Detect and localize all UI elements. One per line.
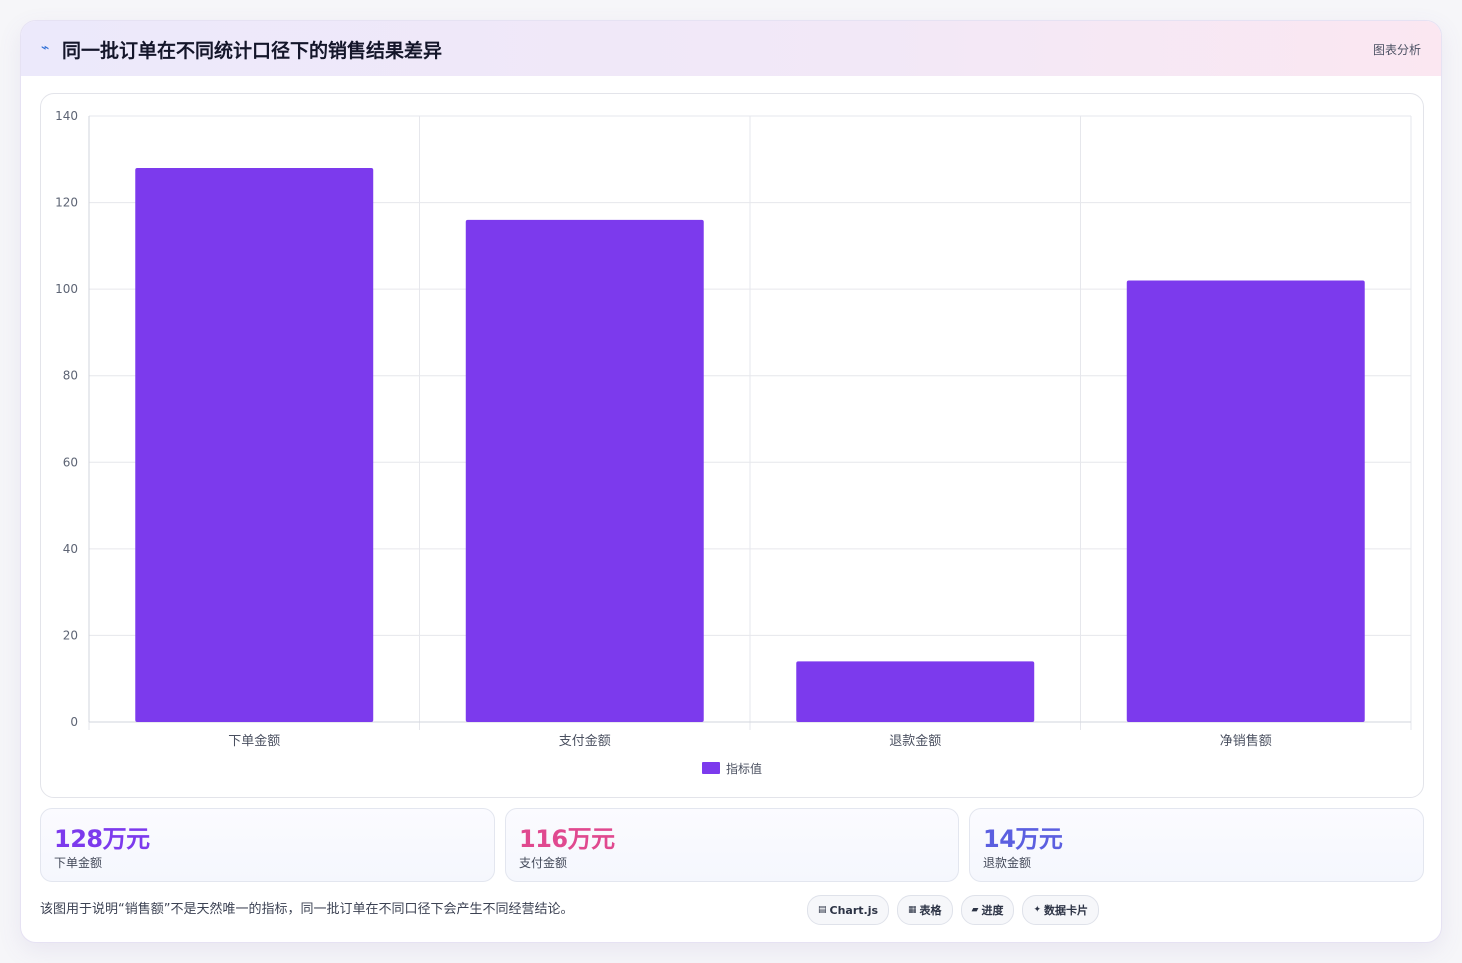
progress-icon: ▰ xyxy=(971,905,979,915)
bar-2 xyxy=(796,661,1035,722)
table-icon: ▦ xyxy=(908,905,917,915)
y-tick-label: 40 xyxy=(63,542,78,556)
bar-3 xyxy=(1126,280,1365,722)
chart-icon: ▤ xyxy=(818,905,827,915)
stat-label: 退款金额 xyxy=(983,856,1032,870)
bar-0 xyxy=(135,167,374,722)
pill-label: 数据卡片 xyxy=(1044,904,1089,917)
stat-value: 14万元 xyxy=(983,825,1063,853)
y-tick-label: 20 xyxy=(63,628,78,642)
y-tick-label: 100 xyxy=(55,282,78,296)
stat-value: 116万元 xyxy=(519,825,615,853)
stat-label: 下单金额 xyxy=(54,856,103,870)
y-tick-label: 140 xyxy=(55,109,78,123)
pill-label: 进度 xyxy=(981,904,1004,917)
x-tick-label: 净销售额 xyxy=(1220,733,1272,749)
chart-description: 该图用于说明“销售额”不是天然唯一的指标，同一批订单在不同口径下会产生不同经营结… xyxy=(40,902,574,917)
page-title: 同一批订单在不同统计口径下的销售结果差异 xyxy=(62,40,443,62)
legend-label: 指标值 xyxy=(726,761,762,776)
legend-swatch xyxy=(702,762,720,774)
pill-table[interactable]: ▦ 表格 xyxy=(897,895,953,925)
chart-line-icon: ⌁ xyxy=(41,40,50,56)
x-tick-label: 退款金额 xyxy=(889,733,941,749)
card-header: ⌁ 同一批订单在不同统计口径下的销售结果差异 图表分析 xyxy=(21,21,1441,76)
y-tick-label: 60 xyxy=(63,455,78,469)
y-tick-label: 120 xyxy=(55,196,78,210)
stat-card-order-amount: 128万元 下单金额 xyxy=(40,808,495,882)
sparkle-icon: ✦ xyxy=(1033,905,1042,915)
tech-tags: ▤ Chart.js ▦ 表格 ▰ 进度 ✦ 数据卡片 xyxy=(807,895,1100,925)
x-tick-label: 支付金额 xyxy=(559,733,611,749)
chart-card: ⌁ 同一批订单在不同统计口径下的销售结果差异 图表分析 0 20 40 60 80 100… xyxy=(20,20,1442,943)
y-tick-label: 80 xyxy=(63,369,78,383)
pill-chartjs[interactable]: ▤ Chart.js xyxy=(807,895,890,925)
pill-label: 表格 xyxy=(919,904,942,917)
x-tick-label: 下单金额 xyxy=(228,733,280,749)
pill-progress[interactable]: ▰ 进度 xyxy=(960,895,1015,925)
y-tick-label: 0 xyxy=(70,715,78,729)
stat-label: 支付金额 xyxy=(519,856,568,870)
bar-1 xyxy=(465,219,704,722)
chart-analysis-tag: 图表分析 xyxy=(1372,43,1421,57)
pill-data-card[interactable]: ✦ 数据卡片 xyxy=(1022,895,1100,925)
stat-value: 128万元 xyxy=(54,825,150,853)
stat-card-refund-amount: 14万元 退款金额 xyxy=(969,808,1424,882)
stat-card-payment-amount: 116万元 支付金额 xyxy=(505,808,959,882)
pill-label: Chart.js xyxy=(829,903,879,917)
chart-container: 0 20 40 60 80 100 120 140 下单金额 支付金额 退款金额 净销售额指标值 xyxy=(40,93,1424,798)
